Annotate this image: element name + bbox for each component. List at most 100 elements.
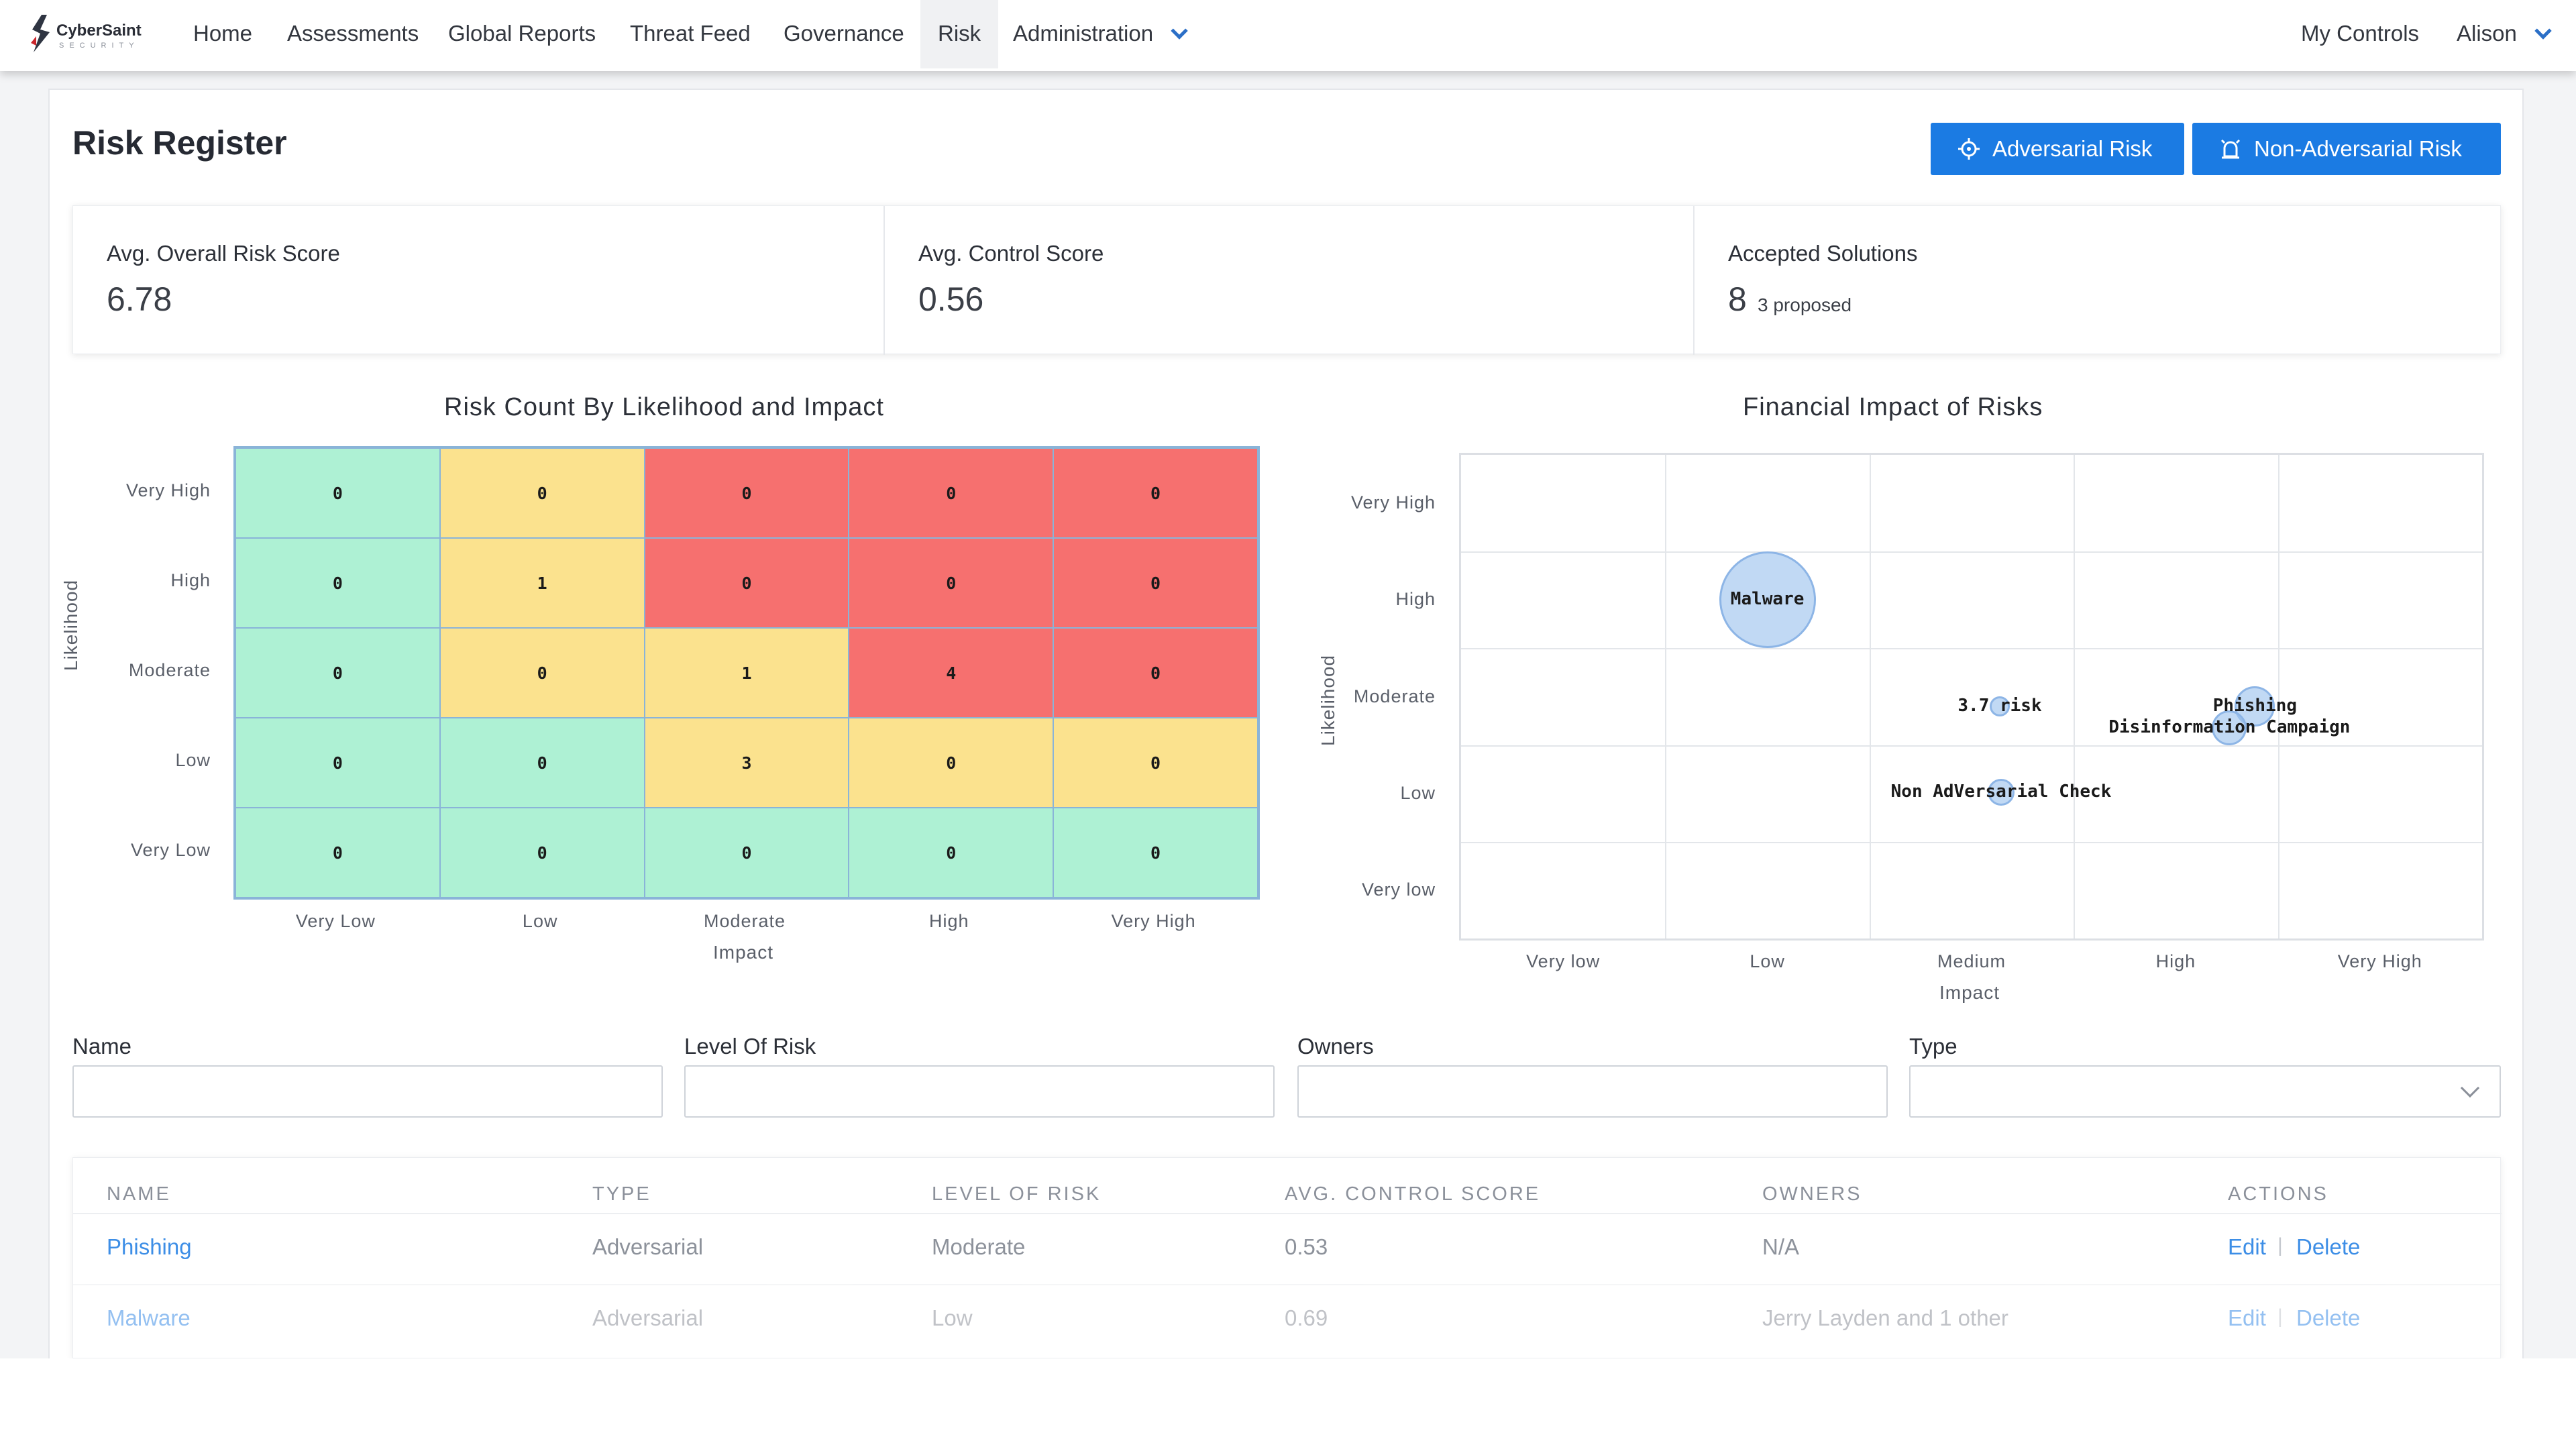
- heatmap-cell[interactable]: 0: [439, 808, 645, 898]
- heatmap-cell[interactable]: 0: [235, 808, 440, 898]
- filter-level-label: Level Of Risk: [684, 1034, 816, 1059]
- bubble-x-tick-label: High: [2155, 951, 2196, 971]
- heatmap-cell[interactable]: 0: [849, 718, 1054, 808]
- stat-value: 8: [1728, 280, 1747, 318]
- heatmap-cell[interactable]: 0: [1053, 808, 1258, 898]
- user-name: Alison: [2457, 21, 2517, 46]
- heatmap-cell[interactable]: 0: [1053, 538, 1258, 628]
- risk-bubble[interactable]: [1990, 696, 2010, 716]
- stat-label: Accepted Solutions: [1728, 241, 1918, 266]
- risk-bubble[interactable]: [1988, 778, 2015, 806]
- column-header-owners[interactable]: OWNERS: [1762, 1183, 1862, 1205]
- nav-home[interactable]: Home: [193, 21, 253, 46]
- heatmap-cell[interactable]: 0: [439, 448, 645, 538]
- risk-type: Adversarial: [592, 1234, 704, 1259]
- heatmap-cell[interactable]: 3: [644, 718, 849, 808]
- heatmap-cell[interactable]: 0: [849, 808, 1054, 898]
- adversarial-risk-label: Adversarial Risk: [1992, 136, 2153, 161]
- adversarial-risk-button[interactable]: Adversarial Risk: [1931, 123, 2184, 175]
- heatmap-cell[interactable]: 0: [235, 448, 440, 538]
- nav-global-reports[interactable]: Global Reports: [448, 21, 596, 46]
- table-row: Phishing Adversarial Moderate 0.53 N/A E…: [73, 1213, 2502, 1284]
- heatmap-cell[interactable]: 0: [1053, 448, 1258, 538]
- column-header-level-of-risk[interactable]: LEVEL OF RISK: [932, 1183, 1102, 1205]
- type-filter-select[interactable]: [1909, 1065, 2501, 1118]
- heatmap-cell[interactable]: 0: [439, 718, 645, 808]
- non-adversarial-risk-button[interactable]: Non-Adversarial Risk: [2192, 123, 2501, 175]
- filter-type-label: Type: [1909, 1034, 1957, 1059]
- nav-administration[interactable]: Administration: [1013, 0, 1188, 68]
- nav-assessments[interactable]: Assessments: [287, 21, 419, 46]
- summary-stats: Avg. Overall Risk Score 6.78 Avg. Contro…: [72, 205, 2501, 355]
- nav-governance[interactable]: Governance: [784, 21, 904, 46]
- level-of-risk-filter-input[interactable]: [684, 1065, 1275, 1118]
- filter-name-label: Name: [72, 1034, 132, 1059]
- column-header-type[interactable]: TYPE: [592, 1183, 651, 1205]
- risk-control-score: 0.69: [1285, 1305, 1328, 1330]
- heatmap-cell[interactable]: 0: [849, 538, 1054, 628]
- owners-filter-input[interactable]: [1297, 1065, 1888, 1118]
- filter-owners-label: Owners: [1297, 1034, 1374, 1059]
- logo-subtext: SECURITY: [59, 42, 140, 50]
- chevron-down-icon: [1171, 22, 1188, 40]
- heatmap-x-axis-title: Impact: [713, 942, 774, 963]
- bubble-chart-title: Financial Impact of Risks: [1743, 393, 2043, 421]
- heatmap-cell[interactable]: 1: [439, 538, 645, 628]
- heatmap-y-tick-label: Low: [175, 750, 211, 770]
- heatmap-cell[interactable]: 0: [439, 628, 645, 718]
- nav-administration-label: Administration: [1013, 21, 1154, 46]
- column-header-actions: ACTIONS: [2228, 1183, 2328, 1205]
- column-header-avg-control-score[interactable]: AVG. CONTROL SCORE: [1285, 1183, 1541, 1205]
- grid-line-vertical: [1665, 455, 1667, 938]
- page-title: Risk Register: [72, 124, 287, 162]
- heatmap-y-tick-label: Moderate: [128, 660, 211, 680]
- nav-risk[interactable]: Risk: [920, 0, 999, 68]
- heatmap-cell[interactable]: 0: [235, 628, 440, 718]
- name-filter-input[interactable]: [72, 1065, 663, 1118]
- risk-bubble[interactable]: [2212, 710, 2247, 745]
- bubble-x-axis-title: Impact: [1939, 982, 2000, 1003]
- bubble-x-tick-label: Medium: [1937, 951, 2006, 971]
- grid-line-horizontal: [1461, 551, 2482, 553]
- heatmap-cell[interactable]: 0: [1053, 628, 1258, 718]
- heatmap-cell[interactable]: 0: [644, 538, 849, 628]
- grid-line-vertical: [1869, 455, 1871, 938]
- delete-link[interactable]: Delete: [2296, 1234, 2361, 1259]
- cybersaint-logo[interactable]: CyberSaint SECURITY: [27, 11, 154, 60]
- edit-link[interactable]: Edit: [2228, 1305, 2266, 1330]
- heatmap-cell[interactable]: 0: [644, 448, 849, 538]
- heatmap-cell[interactable]: 4: [849, 628, 1054, 718]
- risk-bubble[interactable]: [1719, 551, 1816, 649]
- risk-owners: N/A: [1762, 1234, 1800, 1259]
- user-menu[interactable]: Alison: [2457, 0, 2552, 68]
- risk-name-link[interactable]: Phishing: [107, 1234, 192, 1259]
- heatmap-cell[interactable]: 0: [235, 718, 440, 808]
- nav-threat-feed[interactable]: Threat Feed: [630, 21, 751, 46]
- crosshair-icon: [1958, 138, 1980, 160]
- heatmap-y-tick-label: High: [170, 570, 211, 590]
- risk-control-score: 0.53: [1285, 1234, 1328, 1259]
- heatmap-cell[interactable]: 0: [849, 448, 1054, 538]
- heatmap-cell[interactable]: 1: [644, 628, 849, 718]
- nav-my-controls[interactable]: My Controls: [2301, 21, 2420, 46]
- risk-type: Adversarial: [592, 1305, 704, 1330]
- delete-link[interactable]: Delete: [2296, 1305, 2361, 1330]
- heatmap-cell[interactable]: 0: [1053, 718, 1258, 808]
- heatmap-title: Risk Count By Likelihood and Impact: [444, 393, 884, 421]
- chevron-down-icon: [2534, 22, 2552, 40]
- bubble-x-tick-label: Very low: [1526, 951, 1601, 971]
- bubble-x-tick-label: Very High: [2337, 951, 2422, 971]
- stat-value: 6.78: [107, 280, 172, 318]
- action-separator: |: [2277, 1305, 2283, 1328]
- heatmap-cell[interactable]: 0: [235, 538, 440, 628]
- risk-level: Low: [932, 1305, 973, 1330]
- risk-name-link[interactable]: Malware: [107, 1305, 191, 1330]
- heatmap-cell[interactable]: 0: [644, 808, 849, 898]
- bubble-y-tick-label: Very low: [1361, 879, 1436, 900]
- column-header-name[interactable]: NAME: [107, 1183, 171, 1205]
- edit-link[interactable]: Edit: [2228, 1234, 2266, 1259]
- chevron-down-icon: [2460, 1078, 2480, 1098]
- bubble-y-tick-label: Very High: [1350, 492, 1436, 513]
- financial-impact-bubble-chart: Malware 3.7 risk Phishing Disinformation Ca…: [1459, 453, 2484, 941]
- risk-level: Moderate: [932, 1234, 1026, 1259]
